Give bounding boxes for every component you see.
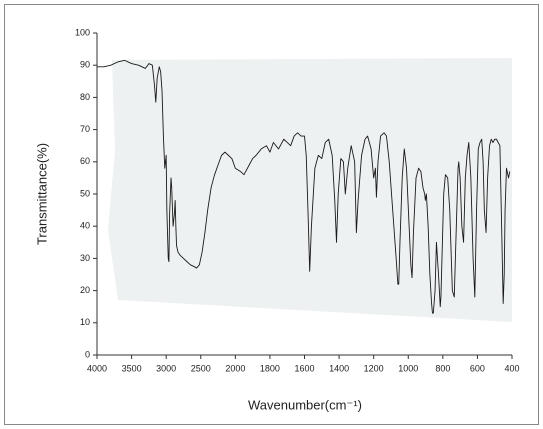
y-tick-label: 70	[80, 124, 90, 134]
scan-background	[108, 58, 512, 322]
y-tick-label: 80	[80, 92, 90, 102]
y-tick-label: 0	[85, 349, 90, 359]
x-tick-label: 4000	[87, 363, 107, 373]
y-tick-label: 60	[80, 156, 90, 166]
x-tick-label: 1000	[398, 363, 418, 373]
x-tick-label: 3000	[156, 363, 176, 373]
x-tick-label: 400	[504, 363, 519, 373]
x-tick-label: 1400	[329, 363, 349, 373]
y-tick-label: 40	[80, 221, 90, 231]
x-tick-label: 2500	[191, 363, 211, 373]
x-tick-label: 3500	[122, 363, 142, 373]
y-tick-label: 50	[80, 188, 90, 198]
x-tick-label: 800	[435, 363, 450, 373]
frame	[4, 4, 539, 425]
x-tick-label: 1800	[260, 363, 280, 373]
y-axis-title: Transmittance(%)	[34, 143, 49, 245]
y-tick-label: 10	[80, 317, 90, 327]
y-tick-label: 100	[75, 27, 90, 37]
x-tick-label: 1600	[294, 363, 314, 373]
x-tick-label: 2000	[225, 363, 245, 373]
x-axis-title: Wavenumber(cm⁻¹)	[248, 397, 362, 412]
x-tick-label: 600	[470, 363, 485, 373]
y-tick-label: 90	[80, 60, 90, 70]
y-tick-label: 30	[80, 253, 90, 263]
y-tick-label: 20	[80, 285, 90, 295]
spectrum-line	[97, 59, 511, 314]
x-tick-label: 1200	[364, 363, 384, 373]
